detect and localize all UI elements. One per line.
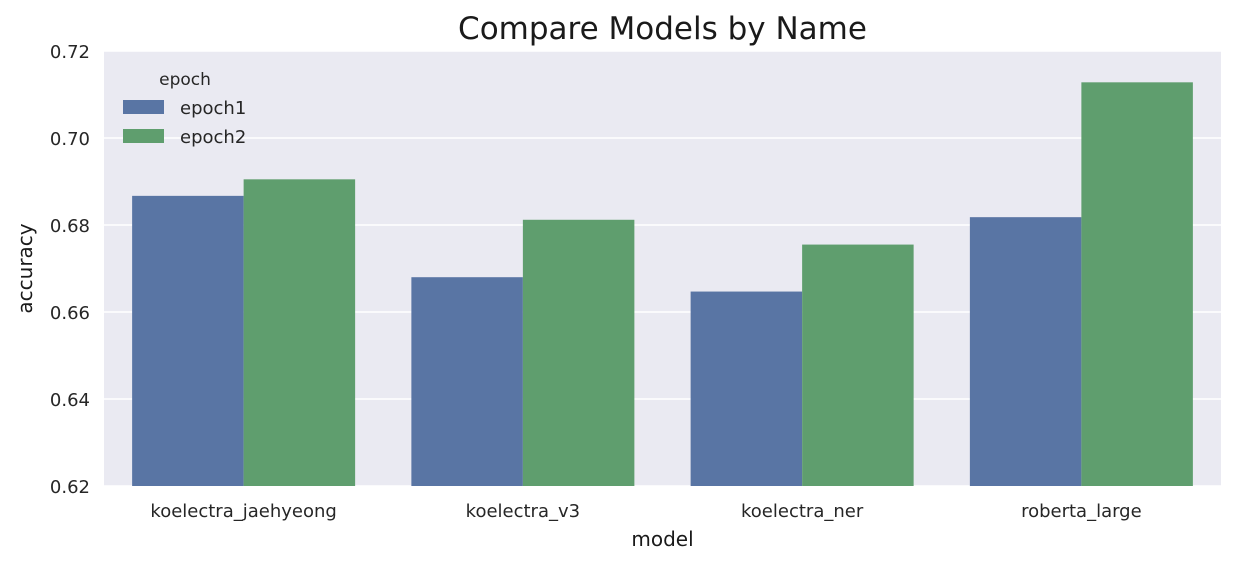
x-tick-label: roberta_large	[1021, 501, 1142, 522]
legend-title: epoch	[159, 70, 211, 90]
legend-swatch-epoch1	[123, 100, 164, 114]
legend: epoch epoch1 epoch2	[123, 70, 246, 148]
bar-epoch1	[132, 195, 244, 487]
x-axis-label: model	[631, 527, 693, 551]
bar-epoch2	[802, 244, 914, 486]
legend-swatch-epoch2	[123, 129, 164, 143]
x-tick-label: koelectra_jaehyeong	[150, 501, 336, 522]
chart-title: Compare Models by Name	[458, 11, 867, 47]
y-tick-label: 0.72	[50, 42, 90, 63]
y-tick-label: 0.62	[50, 477, 90, 498]
bar-epoch2	[1081, 82, 1193, 486]
y-tick-label: 0.70	[50, 129, 90, 150]
y-tick-label: 0.68	[50, 216, 90, 237]
bar-epoch2	[522, 219, 635, 486]
bar-epoch1	[969, 217, 1082, 487]
y-tick-label: 0.66	[50, 303, 90, 324]
bar-epoch2	[243, 179, 356, 486]
x-axis-ticks: koelectra_jaehyeong koelectra_v3 koelectra…	[150, 501, 1141, 522]
bar-epoch1	[411, 277, 523, 486]
y-axis-ticks: 0.62 0.64 0.66 0.68 0.70 0.72	[50, 42, 90, 498]
bar-epoch1	[690, 291, 803, 486]
bars	[132, 82, 1193, 487]
x-tick-label: koelectra_v3	[466, 501, 580, 522]
x-tick-label: koelectra_ner	[741, 501, 864, 522]
legend-label-epoch2: epoch2	[180, 127, 246, 148]
legend-label-epoch1: epoch1	[180, 98, 246, 119]
y-tick-label: 0.64	[50, 390, 90, 411]
y-axis-label: accuracy	[13, 223, 37, 313]
